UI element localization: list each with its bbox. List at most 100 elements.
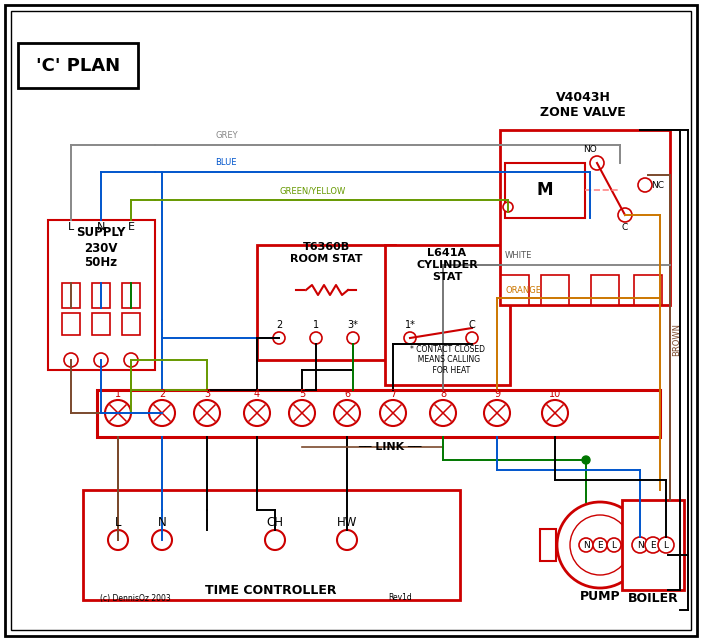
Text: GREEN/YELLOW: GREEN/YELLOW: [280, 186, 346, 195]
Circle shape: [244, 400, 270, 426]
Circle shape: [632, 537, 648, 553]
Circle shape: [607, 538, 621, 552]
FancyBboxPatch shape: [385, 245, 510, 385]
Text: V4043H
ZONE VALVE: V4043H ZONE VALVE: [540, 91, 626, 119]
Circle shape: [64, 353, 78, 367]
Circle shape: [503, 202, 513, 212]
Circle shape: [484, 400, 510, 426]
Text: 10: 10: [549, 389, 561, 399]
Circle shape: [638, 178, 652, 192]
Text: N: N: [637, 540, 643, 549]
FancyBboxPatch shape: [122, 283, 140, 308]
Text: C: C: [622, 224, 628, 233]
Circle shape: [658, 537, 674, 553]
Circle shape: [94, 353, 108, 367]
Text: 5: 5: [299, 389, 305, 399]
Text: * CONTACT CLOSED
  MEANS CALLING
    FOR HEAT: * CONTACT CLOSED MEANS CALLING FOR HEAT: [409, 345, 484, 375]
FancyBboxPatch shape: [540, 529, 556, 561]
FancyBboxPatch shape: [622, 500, 684, 590]
FancyBboxPatch shape: [505, 163, 585, 218]
FancyBboxPatch shape: [92, 313, 110, 335]
Circle shape: [149, 400, 175, 426]
Text: (c) DennisOz 2003: (c) DennisOz 2003: [100, 594, 171, 603]
Circle shape: [404, 332, 416, 344]
FancyBboxPatch shape: [48, 220, 155, 370]
Circle shape: [582, 456, 590, 464]
Text: L: L: [68, 222, 74, 232]
FancyBboxPatch shape: [11, 11, 691, 630]
FancyBboxPatch shape: [500, 130, 670, 305]
Text: 6: 6: [344, 389, 350, 399]
Text: 1: 1: [115, 389, 121, 399]
Text: ── LINK ──: ── LINK ──: [358, 442, 422, 452]
FancyBboxPatch shape: [92, 283, 110, 308]
FancyBboxPatch shape: [122, 313, 140, 335]
Circle shape: [557, 502, 643, 588]
Circle shape: [542, 400, 568, 426]
Text: T6360B
ROOM STAT: T6360B ROOM STAT: [290, 242, 362, 264]
FancyBboxPatch shape: [501, 275, 529, 305]
Circle shape: [265, 530, 285, 550]
Circle shape: [579, 538, 593, 552]
Text: N: N: [583, 540, 590, 549]
Text: L641A
CYLINDER
STAT: L641A CYLINDER STAT: [416, 249, 478, 281]
Circle shape: [105, 400, 131, 426]
Text: 1: 1: [313, 320, 319, 330]
Text: L: L: [663, 540, 668, 549]
Text: 2: 2: [276, 320, 282, 330]
Text: SUPPLY
230V
50Hz: SUPPLY 230V 50Hz: [77, 226, 126, 269]
Text: L: L: [611, 540, 616, 549]
Text: 9: 9: [494, 389, 500, 399]
Circle shape: [334, 400, 360, 426]
Text: NO: NO: [583, 146, 597, 154]
Text: BLUE: BLUE: [215, 158, 237, 167]
Text: BROWN: BROWN: [672, 324, 681, 356]
Text: 'C' PLAN: 'C' PLAN: [36, 57, 120, 75]
Circle shape: [124, 353, 138, 367]
Text: 3: 3: [204, 389, 210, 399]
Text: GREY: GREY: [215, 131, 237, 140]
FancyBboxPatch shape: [62, 283, 80, 308]
Text: E: E: [128, 222, 135, 232]
Circle shape: [310, 332, 322, 344]
Circle shape: [466, 332, 478, 344]
FancyBboxPatch shape: [591, 275, 619, 305]
FancyBboxPatch shape: [5, 5, 697, 636]
Circle shape: [152, 530, 172, 550]
Circle shape: [289, 400, 315, 426]
Text: C: C: [469, 320, 475, 330]
Text: 2: 2: [159, 389, 165, 399]
Text: TIME CONTROLLER: TIME CONTROLLER: [205, 583, 337, 597]
Text: N: N: [158, 517, 166, 529]
FancyBboxPatch shape: [634, 275, 662, 305]
Circle shape: [108, 530, 128, 550]
Circle shape: [430, 400, 456, 426]
Text: E: E: [650, 540, 656, 549]
Circle shape: [194, 400, 220, 426]
FancyBboxPatch shape: [97, 390, 660, 437]
Circle shape: [590, 156, 604, 170]
Text: BOILER: BOILER: [628, 592, 678, 604]
Text: L: L: [114, 517, 121, 529]
Text: M: M: [537, 181, 553, 199]
Text: 7: 7: [390, 389, 396, 399]
Circle shape: [337, 530, 357, 550]
Text: NC: NC: [651, 181, 665, 190]
Text: E: E: [597, 540, 603, 549]
Text: HW: HW: [337, 517, 357, 529]
Circle shape: [593, 538, 607, 552]
FancyBboxPatch shape: [83, 490, 460, 600]
Circle shape: [618, 208, 632, 222]
Circle shape: [347, 332, 359, 344]
Circle shape: [273, 332, 285, 344]
FancyBboxPatch shape: [62, 313, 80, 335]
Text: 4: 4: [254, 389, 260, 399]
Text: CH: CH: [267, 517, 284, 529]
Circle shape: [380, 400, 406, 426]
Text: PUMP: PUMP: [580, 590, 621, 603]
Text: 3*: 3*: [347, 320, 359, 330]
FancyBboxPatch shape: [257, 245, 395, 360]
Text: ORANGE: ORANGE: [505, 286, 541, 295]
FancyBboxPatch shape: [541, 275, 569, 305]
FancyBboxPatch shape: [18, 43, 138, 88]
